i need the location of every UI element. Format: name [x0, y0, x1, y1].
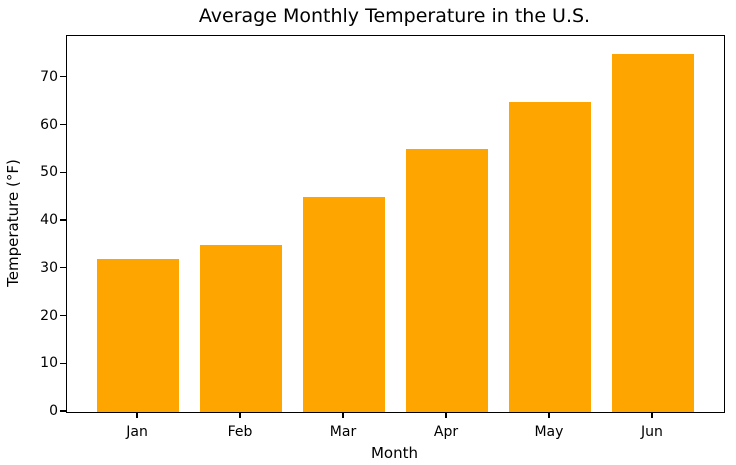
y-tick-mark-20	[60, 314, 66, 317]
y-tick-label-70: 70	[40, 68, 58, 85]
y-tick-mark-40	[60, 219, 66, 221]
y-tick-label-20: 20	[40, 307, 58, 324]
bar-feb	[199, 244, 283, 412]
bar-apr	[405, 149, 489, 412]
x-axis-label: Month	[370, 444, 418, 462]
y-tick-mark-60	[60, 123, 66, 126]
y-axis-label-container: Temperature (°F)	[2, 35, 24, 411]
y-tick-label-30: 30	[40, 259, 58, 276]
y-tick-label-40: 40	[40, 212, 58, 229]
bars-layer	[67, 36, 724, 412]
y-tick-label-50: 50	[40, 164, 58, 181]
y-tick-mark-70	[60, 76, 66, 78]
y-tick-label-0: 0	[49, 403, 58, 419]
y-tick-label-60: 60	[40, 116, 58, 133]
y-tick-mark-50	[60, 171, 66, 173]
x-tick-mark-apr	[445, 412, 447, 418]
bar-jan	[96, 259, 180, 412]
y-axis-label: Temperature (°F)	[4, 159, 22, 287]
x-tick-mark-may	[548, 412, 550, 418]
x-tick-label-apr: Apr	[433, 424, 459, 440]
chart-title: Average Monthly Temperature in the U.S.	[198, 5, 591, 27]
x-tick-mark-jan	[136, 412, 138, 418]
bar-jun	[611, 53, 695, 412]
y-tick-mark-30	[60, 267, 66, 269]
plot-area	[66, 35, 725, 413]
y-tick-label-10: 10	[40, 355, 58, 372]
y-tick-mark-0	[60, 410, 66, 412]
x-tick-mark-mar	[342, 412, 344, 418]
x-tick-label-jan: Jan	[126, 424, 148, 440]
x-tick-mark-feb	[239, 412, 241, 418]
x-tick-label-jun: Jun	[641, 424, 663, 440]
bar-may	[508, 101, 592, 412]
x-tick-label-feb: Feb	[227, 424, 253, 440]
y-tick-mark-10	[60, 362, 66, 364]
bar-mar	[302, 197, 386, 412]
x-tick-mark-jun	[651, 412, 653, 418]
x-tick-label-may: May	[534, 424, 564, 440]
x-tick-label-mar: Mar	[329, 424, 357, 440]
